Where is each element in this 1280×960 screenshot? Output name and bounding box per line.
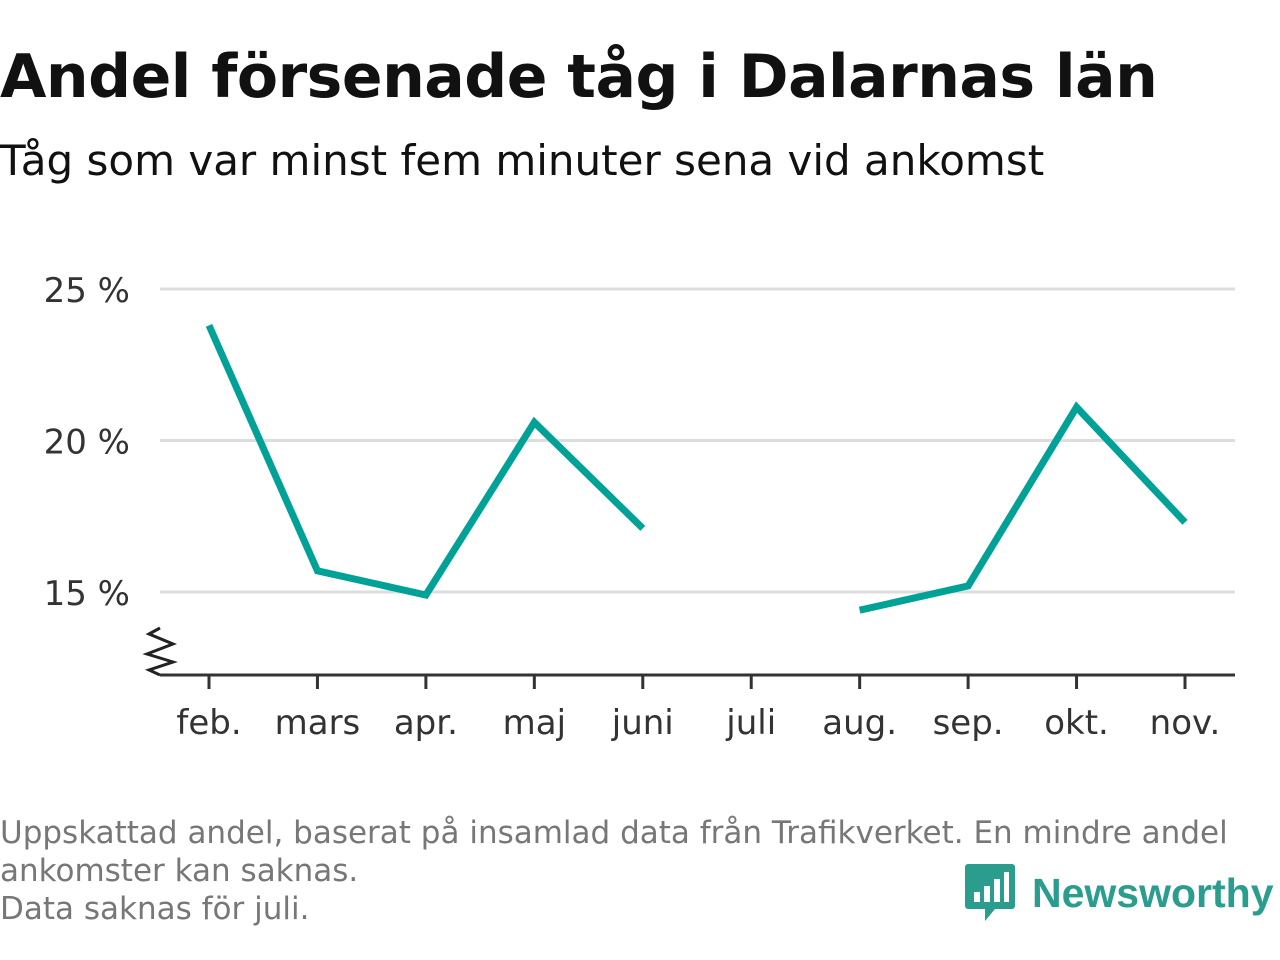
y-tick-label: 25 % [44, 271, 130, 311]
footnote-line-2: ankomster kan saknas. [0, 853, 359, 889]
footnote-line-1: Uppskattad andel, baserat på insamlad da… [0, 815, 1228, 851]
bar-chart-speech-bubble-icon [965, 864, 1015, 921]
y-tick-label: 15 % [44, 574, 130, 614]
brand-name: Newsworthy [1032, 869, 1274, 916]
x-tick-label: juni [611, 703, 674, 743]
chart-subtitle: Tåg som var minst fem minuter sena vid a… [0, 136, 1045, 185]
chart-title: Andel försenade tåg i Dalarnas län [0, 42, 1158, 112]
y-tick-label: 20 % [44, 423, 130, 463]
x-tick-label: juli [725, 703, 776, 743]
x-tick-label: okt. [1044, 703, 1109, 743]
x-tick-label: maj [503, 703, 566, 743]
x-tick-label: feb. [176, 703, 241, 743]
series-line [858, 401, 1188, 614]
brand-logo: Newsworthy [964, 862, 1274, 924]
series-line [205, 323, 646, 599]
y-axis-break-icon [142, 626, 178, 677]
x-tick-label: aug. [822, 703, 897, 743]
footnote-line-3: Data saknas för juli. [0, 891, 310, 927]
x-tick-label: apr. [394, 703, 458, 743]
x-tick-label: sep. [933, 703, 1004, 743]
line-chart: 15 % 20 % 25 % feb. mars apr. maj juni juli aug. s… [44, 271, 1235, 743]
x-tick-label: nov. [1150, 703, 1221, 743]
x-tick-label: mars [275, 703, 361, 743]
footnote: Uppskattad andel, baserat på insamlad da… [0, 814, 1270, 928]
